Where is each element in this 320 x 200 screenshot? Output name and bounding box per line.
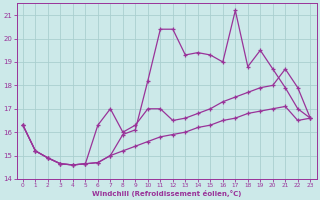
X-axis label: Windchill (Refroidissement éolien,°C): Windchill (Refroidissement éolien,°C) bbox=[92, 190, 241, 197]
